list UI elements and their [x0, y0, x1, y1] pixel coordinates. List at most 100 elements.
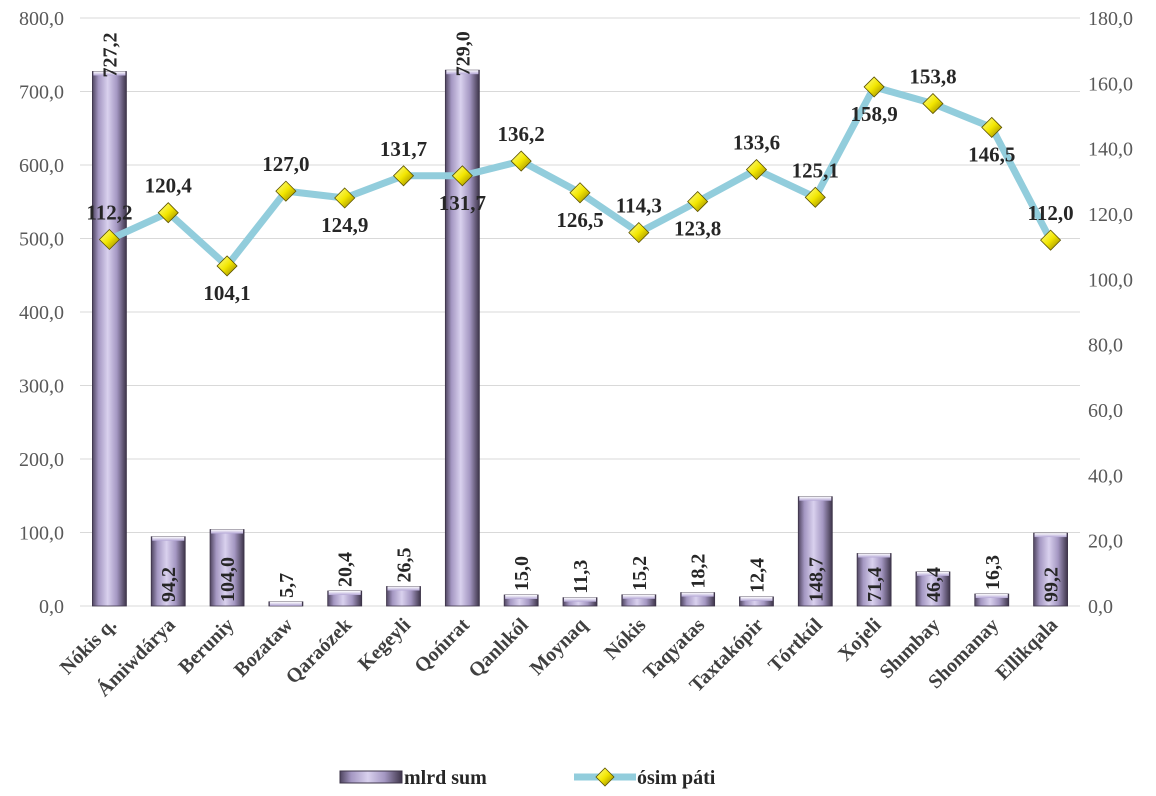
right-tick-label: 180,0 [1088, 8, 1133, 30]
line-data-label: 158,9 [850, 102, 897, 126]
line-data-label: 114,3 [616, 194, 662, 218]
bar-top-highlight [740, 596, 773, 601]
left-tick-label: 400,0 [19, 302, 64, 324]
category-label: Moynaq [526, 614, 592, 680]
category-label: Beruniy [174, 614, 238, 678]
line-data-label: 104,1 [203, 281, 250, 305]
line-marker [1040, 229, 1062, 251]
bar-data-label: 104,0 [217, 557, 239, 602]
bar-data-label: 18,2 [688, 554, 710, 589]
bar-top-highlight [681, 592, 714, 597]
bar-data-label: 15,2 [629, 556, 651, 591]
bar-data-label: 94,2 [158, 567, 180, 602]
bar-top-highlight [269, 601, 302, 606]
bar-data-label: 20,4 [335, 552, 357, 587]
bar-series [92, 69, 1068, 607]
bar [92, 71, 127, 607]
right-tick-label: 140,0 [1088, 139, 1133, 161]
line-marker [510, 150, 532, 172]
line-data-label: 123,8 [674, 217, 721, 241]
line-data-label: 136,2 [498, 122, 545, 146]
line-data-label: 126,5 [556, 208, 603, 232]
right-axis: 0,0 20,0 40,0 60,0 80,0 100,0 120,0 140,0 160,0 1… [1088, 8, 1133, 618]
bar-top-highlight [152, 536, 185, 541]
left-tick-label: 500,0 [19, 229, 64, 251]
right-tick-label: 120,0 [1088, 204, 1133, 226]
bar-top-highlight [446, 70, 479, 75]
line-marker [98, 228, 120, 251]
line-data-label: 125,1 [792, 158, 839, 182]
bar [150, 536, 186, 607]
left-axis: 0,0 100,0 200,0 300,0 400,0 500,0 600,0 700,0 80… [19, 8, 64, 618]
category-axis: Nókis q.ÁmiwdáryaBeruniyBozatawQaraózekK… [56, 613, 1062, 701]
category-label: Kegeyli [354, 614, 415, 675]
series-line [105, 83, 1055, 270]
bar-data-label: 148,7 [805, 557, 827, 602]
line-marker [804, 186, 826, 208]
bar-top-highlight [1034, 533, 1067, 538]
category-label: Ellikqala [992, 614, 1063, 685]
bar-data-label: 727,2 [99, 33, 121, 78]
left-tick-label: 300,0 [19, 376, 64, 398]
bar-top-highlight [211, 529, 244, 534]
category-label: Nókis [600, 614, 650, 664]
line-data-label: 133,6 [733, 131, 780, 155]
right-tick-label: 40,0 [1088, 465, 1123, 487]
line-marker [275, 180, 297, 202]
left-tick-label: 600,0 [19, 155, 64, 177]
bar [1033, 532, 1068, 607]
line-labels: 112,2 120,4 104,1 127,0 124,9 131,7 131,7 136,2… [86, 65, 1073, 305]
bar-data-label: 5,7 [276, 573, 298, 598]
left-tick-label: 0,0 [39, 596, 64, 618]
right-tick-label: 80,0 [1088, 335, 1123, 357]
legend: mlrd sum ósim páti [339, 767, 716, 789]
category-label: Xojeli [834, 614, 886, 666]
category-label: Qaraózek [282, 613, 357, 688]
bar-data-label: 26,5 [394, 548, 416, 583]
bar-data-label: 99,2 [1041, 567, 1063, 602]
line-data-label: 131,7 [439, 191, 486, 215]
legend-bar-swatch [339, 770, 403, 784]
right-tick-label: 100,0 [1088, 269, 1133, 291]
bar-top-highlight [564, 597, 596, 602]
line-marker [392, 165, 415, 187]
line-marker [863, 76, 885, 98]
bar-data-label: 11,3 [570, 560, 592, 594]
bar-data-label: 16,3 [982, 555, 1004, 590]
legend-line-marker [595, 767, 615, 787]
bar [444, 69, 480, 607]
right-tick-label: 60,0 [1088, 400, 1123, 422]
bar [797, 496, 833, 607]
line-data-label: 120,4 [145, 174, 193, 198]
bar-data-label: 71,4 [864, 567, 886, 602]
bar-top-highlight [328, 591, 361, 596]
bar-data-label: 12,4 [746, 558, 768, 593]
line-marker [745, 159, 768, 181]
bar [915, 571, 951, 607]
right-tick-label: 20,0 [1088, 531, 1123, 553]
legend-line-label: ósim páti [637, 767, 716, 789]
line-data-label: 131,7 [380, 137, 427, 161]
line-marker [981, 116, 1003, 138]
line-data-label: 124,9 [321, 213, 368, 237]
line-marker [334, 187, 356, 209]
left-tick-label: 100,0 [19, 523, 64, 545]
bar-top-highlight [622, 594, 655, 599]
left-tick-label: 800,0 [19, 8, 64, 30]
line-marker [628, 222, 650, 244]
left-tick-label: 700,0 [19, 82, 64, 104]
category-label: Qanlıkól [464, 614, 533, 683]
line-marker [687, 191, 709, 213]
bar-data-label: 15,0 [511, 556, 533, 591]
bar-data-label: 46,4 [923, 567, 945, 602]
left-tick-label: 200,0 [19, 449, 64, 471]
line-data-label: 112,0 [1028, 201, 1074, 225]
bar-top-highlight [858, 553, 891, 558]
line-marker [922, 93, 944, 115]
line-data-label: 127,0 [262, 152, 309, 176]
line-data-label: 153,8 [909, 65, 956, 89]
bar-top-highlight [505, 594, 538, 599]
right-tick-label: 160,0 [1088, 73, 1133, 95]
line-data-label: 112,2 [86, 200, 132, 224]
